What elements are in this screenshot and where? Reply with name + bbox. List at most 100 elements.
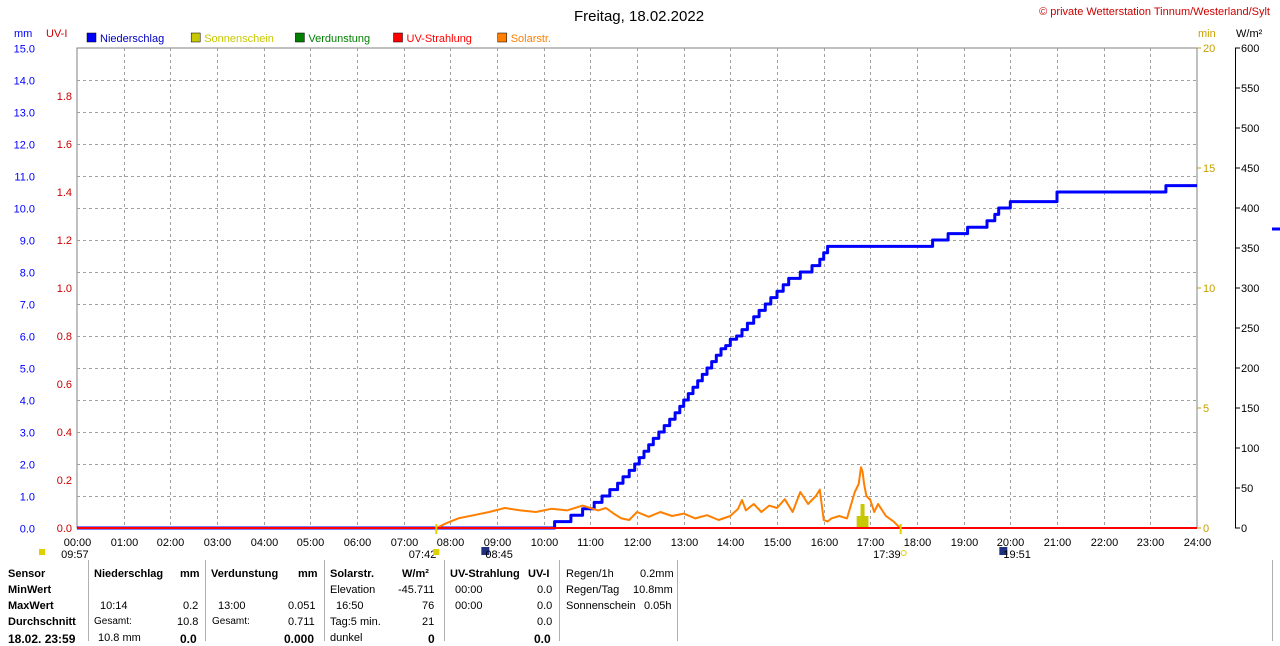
regen-tag-label: Regen/Tag (566, 584, 620, 596)
niederschlag-unit: mm (180, 568, 200, 580)
solar-unit: W/m² (402, 568, 429, 580)
wm2-tick-label: 250 (1241, 323, 1259, 335)
mm-tick-label: 4.0 (20, 396, 35, 408)
wm2-tick-label: 500 (1241, 123, 1259, 135)
mm-tick-label: 1.0 (20, 492, 35, 504)
x-tick-label: 22:00 (1091, 537, 1119, 549)
x-tick-label: 09:00 (484, 537, 512, 549)
regen-tag-value: 10.8mm (633, 584, 673, 596)
legend-swatch (86, 32, 97, 43)
uvi-tick-label: 0.2 (57, 475, 72, 487)
x-tick-label: 18:00 (904, 537, 932, 549)
uvi-tick-label: 0.4 (57, 427, 72, 439)
sunrise-icon (433, 549, 440, 555)
min-tick-label: 5 (1203, 403, 1209, 415)
solar-max-time: 16:50 (336, 600, 364, 612)
verdunstung-last-value: 0.000 (284, 632, 315, 646)
uv-max-time: 00:00 (455, 600, 483, 612)
moonset-icon (999, 547, 1008, 555)
x-tick-label: 11:00 (577, 537, 604, 549)
regen-1h-label: Regen/1h (566, 568, 614, 580)
niederschlag-last-mm: 10.8 mm (98, 632, 141, 644)
x-tick-label: 16:00 (811, 537, 839, 549)
uv-max-value: 0.0 (537, 600, 553, 612)
verdunstung-gesamt-label: Gesamt: (212, 616, 250, 627)
separator (444, 560, 445, 641)
row-label-avg: Durchschnitt (8, 616, 76, 628)
x-tick-label: 03:00 (204, 537, 232, 549)
sonnenschein-value: 0.05h (644, 600, 672, 612)
mm-tick-label: 11.0 (14, 172, 35, 184)
min-tick-label: 10 (1203, 283, 1215, 295)
solar-elevation-label: Elevation (330, 584, 376, 596)
wm2-tick-label: 550 (1241, 83, 1259, 95)
moonrise-icon (481, 547, 490, 555)
wm2-tick-label: 100 (1241, 443, 1259, 455)
uvi-tick-label: 0.8 (57, 331, 72, 343)
moonset-time: 19:51 (1003, 549, 1031, 560)
solar-tag-label: Tag:5 min. (330, 616, 381, 628)
legend: Niederschlag Sonnenschein Verdunstung UV-St… (86, 32, 551, 45)
chart-title: Freitag, 18.02.2022 (574, 8, 704, 25)
uvi-tick-label: 0.0 (57, 523, 72, 535)
separator (559, 560, 560, 641)
regen-1h-value: 0.2mm (640, 568, 674, 580)
solar-dunkel-label: dunkel (330, 632, 363, 644)
solar-tag-value: 21 (422, 616, 435, 628)
legend-label: Sonnenschein (204, 33, 274, 45)
x-tick-label: 06:00 (344, 537, 372, 549)
annotations: 09:57 07:42 08:45 17:39 19:51 (39, 227, 1280, 560)
x-tick-label: 21:00 (1044, 537, 1072, 549)
solar-dunkel-value: 0 (428, 632, 435, 646)
x-tick-label: 14:00 (717, 537, 745, 549)
time-annotation: 09:57 (61, 549, 89, 560)
solar-max-value: 76 (422, 600, 435, 612)
verdunstung-unit: mm (298, 568, 318, 580)
min-tick-label: 15 (1203, 163, 1215, 175)
mm-tick-label: 3.0 (20, 428, 35, 440)
x-tick-label: 15:00 (764, 537, 792, 549)
verdunstung-max-time: 13:00 (218, 600, 246, 612)
x-tick-label: 07:00 (391, 537, 419, 549)
niederschlag-last-value: 0.0 (180, 632, 197, 646)
mm-tick-label: 8.0 (20, 268, 35, 280)
legend-label: Verdunstung (308, 33, 370, 45)
separator (88, 560, 89, 641)
niederschlag-line (77, 184, 1197, 530)
uvi-unit-label: UV-I (46, 28, 67, 40)
verdunstung-max-value: 0.051 (288, 600, 316, 612)
row-label-min: MinWert (8, 584, 52, 596)
separator (324, 560, 325, 641)
sunset-icon (900, 550, 907, 556)
sonnenschein-label: Sonnenschein (566, 600, 636, 612)
mm-tick-label: 0.0 (20, 524, 35, 536)
x-tick-label: 08:00 (437, 537, 465, 549)
uvi-tick-label: 1.0 (57, 283, 72, 295)
wm2-tick-label: 400 (1241, 203, 1259, 215)
mm-tick-label: 15.0 (14, 44, 35, 56)
grid (76, 47, 1198, 529)
legend-label: Solarstr. (511, 33, 551, 45)
verdunstung-gesamt: 0.711 (288, 616, 315, 628)
legend-label: Niederschlag (100, 33, 164, 45)
solar-head: Solarstr. (330, 568, 375, 580)
wm2-tick-label: 150 (1241, 403, 1259, 415)
solar-elevation: -45.711 (398, 584, 435, 596)
verdunstung-head: Verdunstung (211, 568, 279, 580)
wm2-tick-label: 50 (1241, 483, 1253, 495)
sunshine-bar (864, 516, 869, 528)
sunrise-marker (435, 524, 438, 534)
legend-swatch (190, 32, 201, 43)
x-tick-label: 05:00 (297, 537, 325, 549)
x-tick-label: 19:00 (951, 537, 979, 549)
uvi-tick-label: 0.6 (57, 379, 72, 391)
copyright-label: © private Wetterstation Tinnum/Westerlan… (1039, 6, 1270, 18)
sun-icon (39, 549, 45, 555)
solarstr--line (435, 466, 902, 529)
mm-tick-label: 10.0 (14, 204, 35, 216)
x-tick-label: 24:00 (1184, 537, 1212, 549)
sunset-marker (899, 524, 902, 534)
mm-tick-label: 6.0 (20, 332, 35, 344)
moonrise-time: 08:45 (485, 549, 513, 560)
min-tick-label: 20 (1203, 43, 1215, 55)
